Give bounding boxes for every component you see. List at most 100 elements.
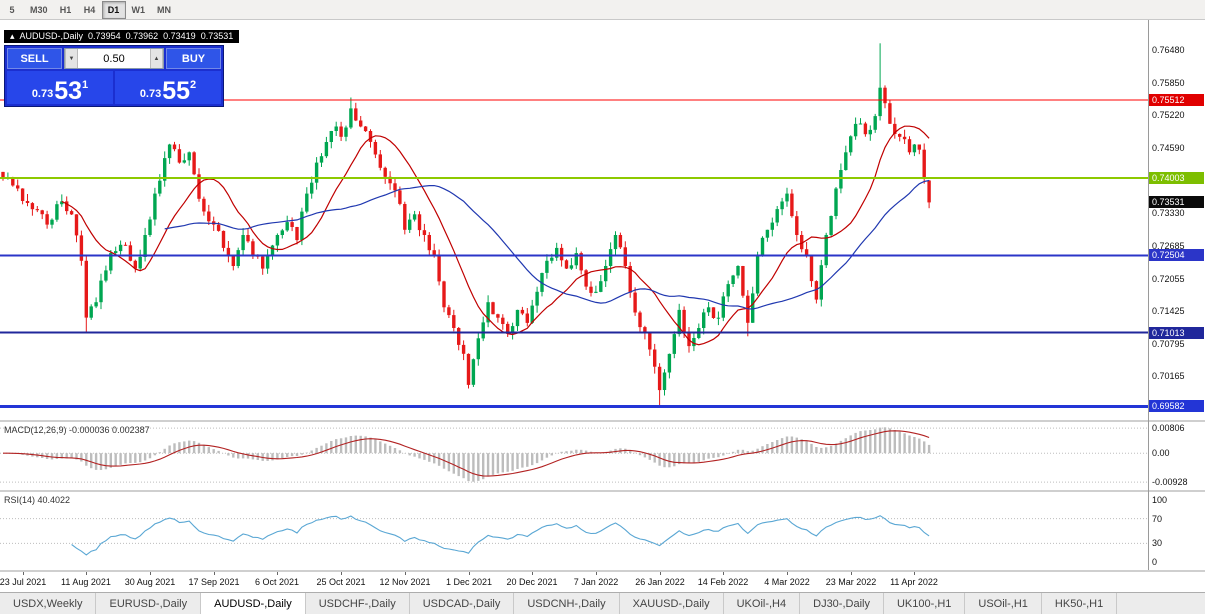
date-axis-label: 11 Apr 2022	[890, 577, 938, 587]
pane-divider[interactable]	[0, 420, 1205, 422]
price-axis-tick: 0.70165	[1152, 371, 1185, 381]
chart-tab-hk50[interactable]: HK50-,H1	[1042, 593, 1118, 614]
date-axis-label: 6 Oct 2021	[254, 577, 300, 587]
chart-tab-uk100[interactable]: UK100-,H1	[884, 593, 966, 614]
chart-tab-usoil[interactable]: USOil-,H1	[965, 593, 1042, 614]
date-axis-label: 23 Jul 2021	[0, 577, 47, 587]
sell-price-sup: 1	[82, 79, 89, 91]
ohlc-high: 0.73962	[125, 31, 159, 41]
date-axis-tick	[277, 572, 278, 575]
chart-tab-xauusd[interactable]: XAUUSD-,Daily	[620, 593, 724, 614]
sell-price-prefix: 0.73	[31, 88, 54, 100]
price-axis-tick: 0.74590	[1152, 143, 1185, 153]
hline-price-label: 0.71013	[1149, 327, 1204, 339]
ohlc-symbol: AUDUSD-,Daily	[19, 31, 84, 41]
price-axis-border	[1148, 20, 1149, 570]
timeframe-button-h4[interactable]: H4	[78, 1, 102, 19]
collapse-panel-icon[interactable]: ▴	[10, 31, 15, 41]
price-axis-tick: 0.75220	[1152, 110, 1185, 120]
price-axis-tick: 0.72055	[1152, 274, 1185, 284]
buy-price-display[interactable]: 0.73 55 2	[115, 71, 221, 104]
sell-price-big: 53	[54, 77, 83, 105]
chart-tab-usdcnh[interactable]: USDCNH-,Daily	[514, 593, 620, 614]
pane-divider[interactable]	[0, 490, 1205, 492]
macd-axis-tick: -0.00928	[1152, 477, 1188, 487]
timeframe-button-h1[interactable]: H1	[54, 1, 78, 19]
macd-histogram	[1, 427, 931, 482]
ohlc-close: 0.73531	[200, 31, 234, 41]
date-axis-label: 4 Mar 2022	[764, 577, 810, 587]
chart-tab-ukoil[interactable]: UKOil-,H4	[724, 593, 801, 614]
date-axis-tick	[23, 572, 24, 575]
date-axis-tick	[341, 572, 342, 575]
date-axis[interactable]: 23 Jul 2021 11 Aug 2021 30 Aug 2021 17 Sep …	[0, 572, 1205, 592]
macd-label: MACD(12,26,9) -0.000036 0.002387	[4, 425, 150, 435]
price-axis-tick: 0.70795	[1152, 339, 1185, 349]
date-axis-tick	[469, 572, 470, 575]
one-click-trading-panel: SELL ▼ ▲ BUY 0.73 53 1 0.73 55 2	[4, 45, 224, 107]
date-axis-tick	[723, 572, 724, 575]
chart-tab-eurusd[interactable]: EURUSD-,Daily	[96, 593, 202, 614]
date-axis-tick	[532, 572, 533, 575]
date-axis-tick	[660, 572, 661, 575]
rsi-line	[71, 515, 930, 556]
date-axis-label: 25 Oct 2021	[316, 577, 366, 587]
price-axis-tick: 0.76480	[1152, 45, 1185, 55]
sell-price-display[interactable]: 0.73 53 1	[7, 71, 113, 104]
rsi-axis-tick: 70	[1152, 514, 1163, 524]
chart-area[interactable]: ▴ AUDUSD-,Daily 0.73954 0.73962 0.73419 …	[0, 20, 1205, 592]
date-axis-tick	[86, 572, 87, 575]
rsi-indicator-pane[interactable]	[0, 492, 1148, 570]
hline-price-label: 0.75512	[1149, 94, 1204, 106]
sell-button[interactable]: SELL	[7, 48, 62, 69]
lot-increase-button[interactable]: ▲	[150, 49, 163, 68]
date-axis-label: 17 Sep 2021	[188, 577, 240, 587]
price-axis-tick: 0.72685	[1152, 241, 1185, 251]
price-axis-tick: 0.75850	[1152, 78, 1185, 88]
ohlc-low: 0.73419	[163, 31, 196, 41]
date-axis-label: 30 Aug 2021	[124, 577, 176, 587]
ma-fast-line	[61, 125, 930, 346]
date-axis-label: 20 Dec 2021	[506, 577, 558, 587]
date-axis-tick	[405, 572, 406, 575]
horizontal-lines[interactable]	[0, 99, 1148, 408]
date-axis-tick	[596, 572, 597, 575]
price-axis-tick: 0.73330	[1152, 208, 1185, 218]
lot-decrease-button[interactable]: ▼	[65, 49, 78, 68]
chart-tab-usdchf[interactable]: USDCHF-,Daily	[306, 593, 410, 614]
buy-price-prefix: 0.73	[139, 88, 162, 100]
date-axis-label: 1 Dec 2021	[445, 577, 493, 587]
timeframe-button-d1[interactable]: D1	[101, 0, 126, 19]
timeframe-button-5[interactable]: 5	[0, 1, 24, 19]
macd-axis-tick: 0.00806	[1152, 423, 1185, 433]
chart-tab-usdx[interactable]: USDX,Weekly	[0, 593, 97, 614]
buy-price-big: 55	[162, 77, 191, 105]
lot-size-input[interactable]	[78, 49, 150, 68]
date-axis-label: 7 Jan 2022	[573, 577, 619, 587]
rsi-axis-tick: 30	[1152, 538, 1163, 548]
price-axis-tick: 0.71425	[1152, 306, 1185, 316]
chart-tab-dj30[interactable]: DJ30-,Daily	[800, 593, 884, 614]
chart-tab-usdcad[interactable]: USDCAD-,Daily	[410, 593, 515, 614]
ma-slow-line	[164, 179, 930, 310]
lot-size-control: ▼ ▲	[64, 48, 164, 69]
date-axis-label: 12 Nov 2021	[379, 577, 431, 587]
date-axis-label: 23 Mar 2022	[825, 577, 877, 587]
timeframe-button-mn[interactable]: MN	[151, 1, 177, 19]
timeframe-button-m30[interactable]: M30	[24, 1, 54, 19]
timeframe-button-w1[interactable]: W1	[126, 1, 152, 19]
date-axis-label: 14 Feb 2022	[697, 577, 749, 587]
pane-divider	[0, 570, 1205, 572]
price-chart-pane[interactable]	[0, 20, 1148, 420]
hline-price-label: 0.69582	[1149, 400, 1204, 412]
macd-axis-tick: 0.00	[1152, 448, 1170, 458]
current-price-label: 0.73531	[1149, 196, 1204, 208]
buy-button[interactable]: BUY	[166, 48, 221, 69]
chart-tab-audusd[interactable]: AUDUSD-,Daily	[201, 593, 306, 614]
date-axis-tick	[914, 572, 915, 575]
macd-indicator-pane[interactable]	[0, 422, 1148, 490]
hline-price-label: 0.74003	[1149, 172, 1204, 184]
buy-price-sup: 2	[190, 79, 197, 91]
timeframe-toolbar: 5 M30 H1 H4 D1 W1 MN	[0, 0, 1205, 20]
date-axis-label: 26 Jan 2022	[635, 577, 685, 587]
